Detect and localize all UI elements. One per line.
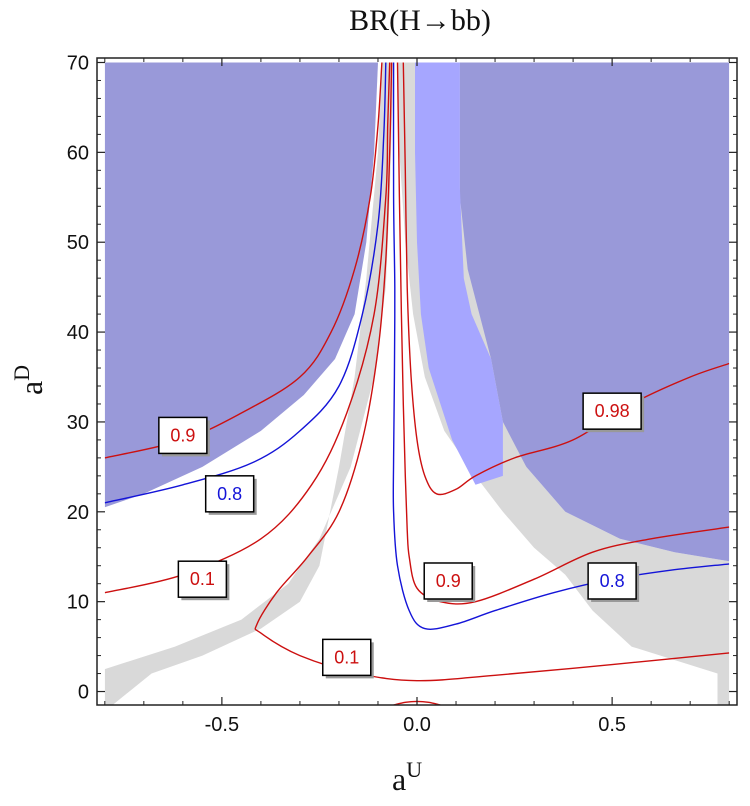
y-tick-label: 70 <box>67 52 89 74</box>
blue-excluded-right <box>459 62 730 562</box>
light-blue-excluded-band <box>415 62 503 485</box>
contour-0.9-left-label-text: 0.9 <box>170 425 195 445</box>
y-tick-label: 20 <box>67 502 89 524</box>
y-axis-label-sup: D <box>9 365 34 381</box>
y-axis-label: aD <box>9 365 49 395</box>
contour-0.9-center-label-text: 0.9 <box>436 571 461 591</box>
x-axis-label: aU <box>392 757 422 797</box>
x-tick-label: -0.5 <box>205 714 239 736</box>
chart-title: BR(H→bb) <box>349 4 491 37</box>
y-tick-label: 60 <box>67 142 89 164</box>
contour-0.1-bottom <box>254 62 730 682</box>
x-axis-label-base: a <box>392 761 406 797</box>
contour-0.8-center-label-box <box>587 562 637 600</box>
contour-0.98-label: 0.98 <box>582 392 645 433</box>
y-tick-label: 50 <box>67 232 89 254</box>
contour-0.8-left-label: 0.8 <box>204 475 257 515</box>
x-axis-label-sup: U <box>406 757 422 782</box>
y-tick-label: 30 <box>67 412 89 434</box>
blue-excluded-left <box>104 62 378 508</box>
contour-0.1-bottom-label: 0.1 <box>322 638 374 679</box>
contour-0.1-bottom-label-box <box>322 638 372 677</box>
contour-0.1-left-label-text: 0.1 <box>190 569 215 589</box>
contour-0.1-left-label-box <box>177 560 228 598</box>
contour-0.8-center-label: 0.8 <box>587 562 640 602</box>
y-tick-label: 40 <box>67 322 89 344</box>
x-tick-label: 0.5 <box>598 714 626 736</box>
x-tick-label: 0.0 <box>403 714 431 736</box>
svg-text:aU: aU <box>392 757 422 797</box>
contour-0.9-center-label-box <box>423 562 473 600</box>
svg-text:aD: aD <box>9 365 49 395</box>
contour-0.8-center <box>392 62 730 630</box>
contour-0.8-left-label-text: 0.8 <box>217 484 242 504</box>
gray-allowed-band <box>104 62 730 705</box>
y-tick-label: 0 <box>78 682 89 704</box>
contour-0.1-left-label: 0.1 <box>177 560 230 601</box>
contour-0.98-label-box <box>582 392 642 430</box>
contour-0.8-left-label-box <box>204 475 255 513</box>
contour-0.9-left-label: 0.9 <box>158 416 210 457</box>
y-tick-label: 10 <box>67 592 89 614</box>
contour-0.9-left-label-box <box>158 416 208 455</box>
contour-0.9-center-label: 0.9 <box>423 562 476 602</box>
y-axis-label-base: a <box>13 381 49 395</box>
contour-0.9-center <box>396 62 730 605</box>
contour-0.1-bottom-label-text: 0.1 <box>334 647 359 667</box>
contour-0.8-center-label-text: 0.8 <box>600 571 625 591</box>
contour-0.98-label-text: 0.98 <box>595 401 630 421</box>
